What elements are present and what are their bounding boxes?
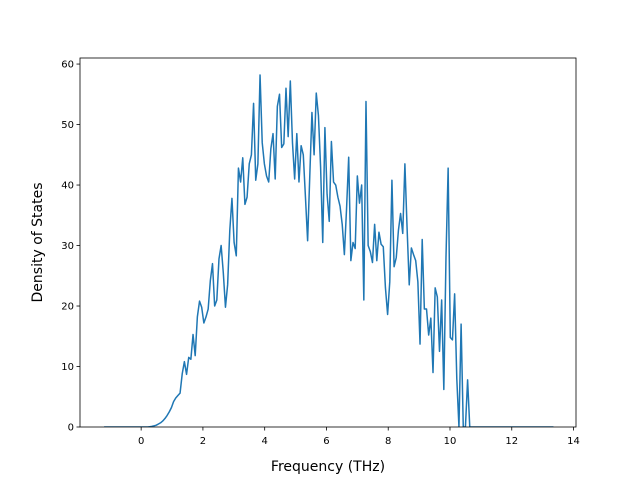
x-tick-label: 10 [444, 436, 457, 447]
x-tick-label: 2 [200, 436, 206, 447]
y-tick-label: 40 [61, 181, 74, 192]
y-tick-label: 30 [61, 241, 74, 252]
x-tick-label: 6 [323, 436, 329, 447]
y-tick-label: 50 [61, 120, 74, 131]
x-axis-label: Frequency (THz) [271, 459, 385, 475]
y-tick-label: 10 [61, 362, 74, 373]
x-tick-label: 8 [385, 436, 391, 447]
x-tick-label: 14 [567, 436, 580, 447]
y-tick-label: 60 [61, 60, 74, 71]
x-tick-label: 0 [138, 436, 144, 447]
x-tick-label: 12 [505, 436, 518, 447]
y-tick-label: 20 [61, 302, 74, 313]
dos-line [104, 74, 554, 427]
y-tick-label: 0 [68, 423, 74, 434]
plot-frame [79, 57, 577, 428]
x-tick-label: 4 [261, 436, 267, 447]
y-axis-label: Density of States [30, 183, 46, 303]
